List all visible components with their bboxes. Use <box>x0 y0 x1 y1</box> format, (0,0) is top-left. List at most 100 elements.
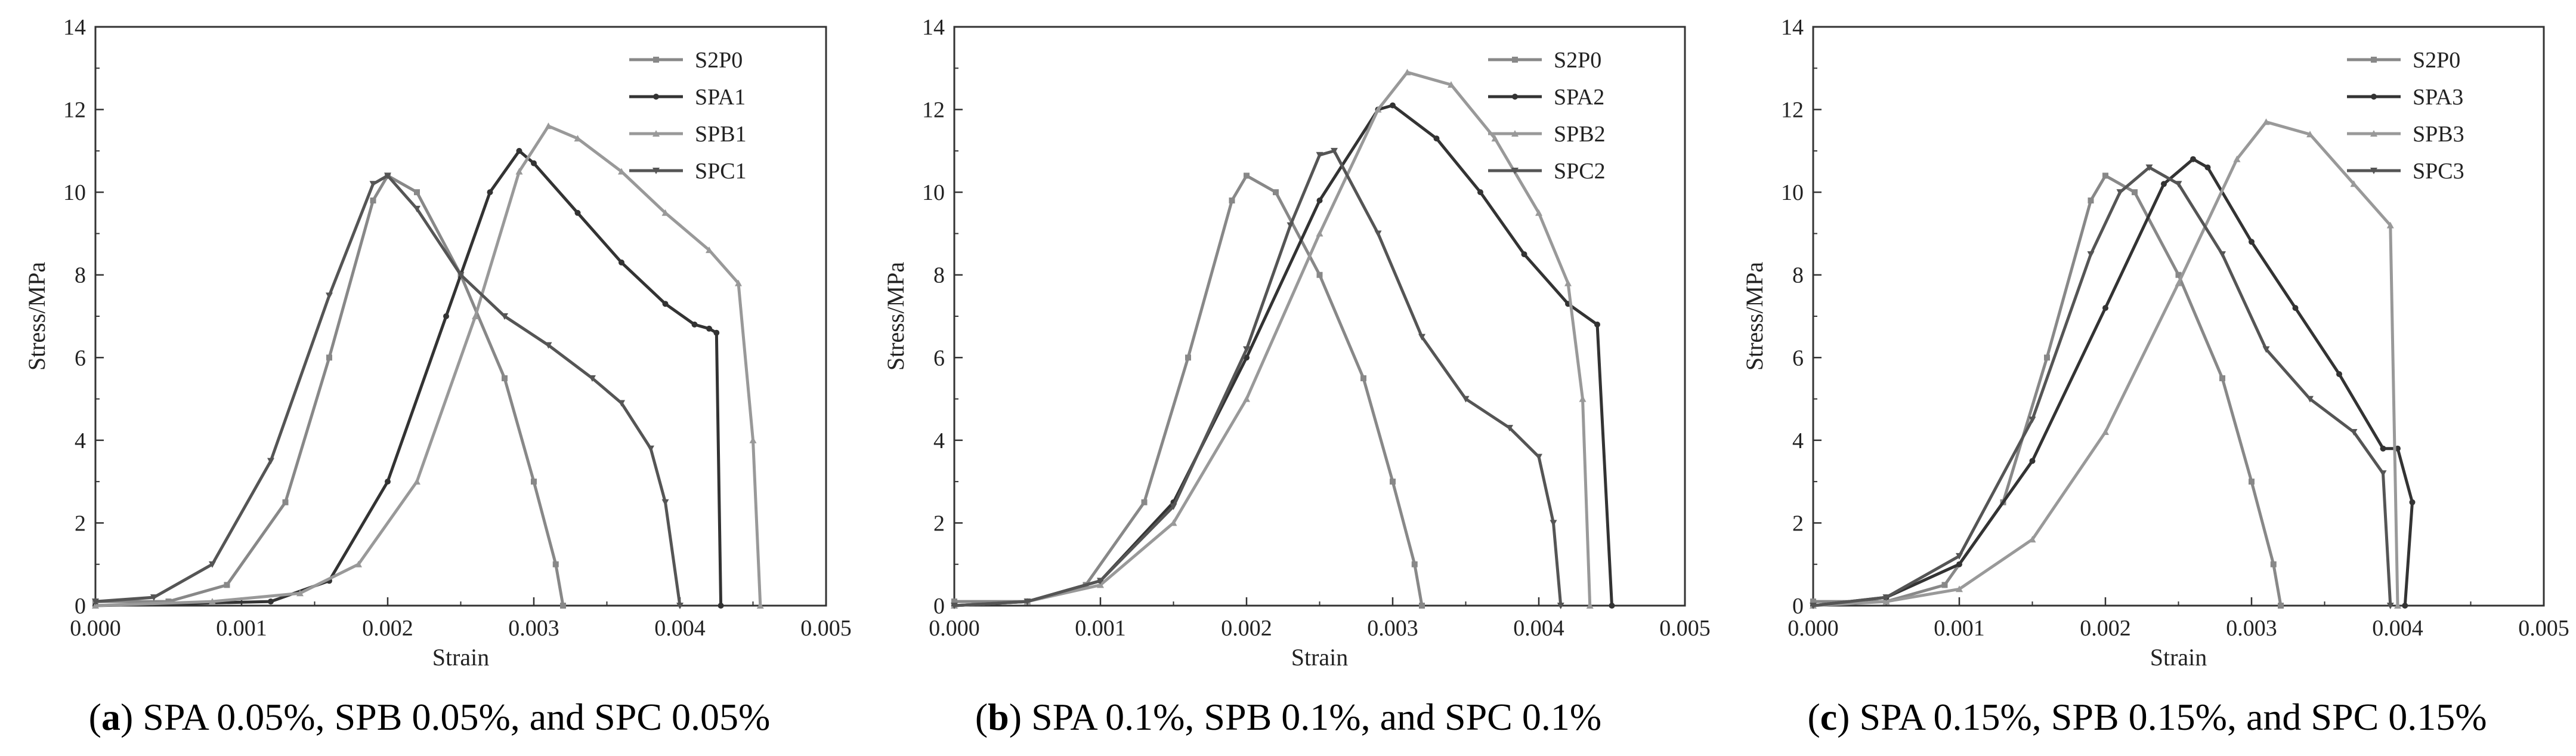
data-point-b-spb2-11 <box>1564 279 1572 286</box>
data-point-a-s2p0-4 <box>326 354 332 361</box>
x-tick-label-a-0: 0.000 <box>70 616 121 641</box>
legend-marker-a-1 <box>653 94 659 100</box>
series-line-c-spa3 <box>1813 158 2414 607</box>
data-point-a-spb1-12 <box>735 279 742 286</box>
data-point-b-spb2-7 <box>1403 69 1411 76</box>
x-axis-label-a: Strain <box>432 644 490 671</box>
x-tick-label-c-0: 0.000 <box>1788 616 1839 641</box>
legend-marker-b-0 <box>1512 57 1518 63</box>
data-point-a-spc1-3 <box>267 458 274 465</box>
data-point-b-spc2-5 <box>1287 222 1294 229</box>
data-point-c-s2p0-6 <box>2102 172 2108 179</box>
data-point-c-spa3-11 <box>2380 445 2386 452</box>
data-point-c-s2p0-9 <box>2219 375 2225 381</box>
y-tick-label-a-2: 4 <box>75 428 86 453</box>
legend-label-c-1: SPA3 <box>2413 85 2463 110</box>
data-point-c-spc3-12 <box>2379 470 2387 477</box>
data-point-b-spa2-13 <box>1609 603 1615 609</box>
data-point-c-spa3-4 <box>2102 305 2108 311</box>
data-point-c-spc3-2 <box>1956 553 1963 560</box>
data-point-c-spc3-11 <box>2350 429 2358 436</box>
data-point-a-spc1-6 <box>384 172 391 180</box>
data-point-c-spc3-5 <box>2116 189 2124 196</box>
data-point-a-spa1-3 <box>385 479 391 485</box>
x-tick-label-b-2: 0.002 <box>1221 616 1272 641</box>
data-point-c-spc3-1 <box>1882 594 1890 601</box>
data-point-b-s2p0-0 <box>951 598 957 605</box>
data-point-a-spa1-1 <box>268 598 274 605</box>
x-tick-label-a-2: 0.002 <box>362 616 413 641</box>
legend-label-b-1: SPA2 <box>1554 85 1604 110</box>
legend-label-c-0: S2P0 <box>2413 48 2460 73</box>
y-axis-label-c: Stress/MPa <box>1741 262 1768 371</box>
data-point-a-spc1-11 <box>589 375 596 382</box>
x-tick-label-c-5: 0.005 <box>2518 616 2569 641</box>
legend-marker-b-1 <box>1512 94 1518 100</box>
series-line-c-spb3 <box>1813 120 2399 607</box>
data-point-b-spc2-6 <box>1316 152 1323 159</box>
legend-marker-c-1 <box>2371 94 2377 100</box>
data-point-b-s2p0-3 <box>1141 499 1148 505</box>
data-point-c-spc3-6 <box>2145 164 2153 171</box>
data-point-a-s2p0-2 <box>224 582 230 588</box>
data-point-a-s2p0-7 <box>414 189 420 196</box>
data-point-a-spa1-14 <box>718 603 724 609</box>
data-point-c-spa3-3 <box>2029 458 2036 464</box>
x-tick-label-a-1: 0.001 <box>216 616 267 641</box>
series-line-c-spc3 <box>1813 166 2392 607</box>
data-point-a-spb1-5 <box>472 313 479 319</box>
data-point-a-spc1-12 <box>618 400 625 407</box>
y-axis-label-a: Stress/MPa <box>23 262 50 371</box>
series-line-a-s2p0 <box>95 174 565 606</box>
data-point-c-spc3-4 <box>2087 251 2095 258</box>
caption-label-a: a <box>101 696 120 738</box>
data-point-a-s2p0-1 <box>165 598 172 605</box>
x-tick-label-a-3: 0.003 <box>508 616 559 641</box>
caption-text-c: SPA 0.15%, SPB 0.15%, and SPC 0.15% <box>1859 696 2487 738</box>
data-point-a-spb1-1 <box>209 598 216 605</box>
data-point-c-spc3-3 <box>2028 416 2036 424</box>
data-point-b-spc2-11 <box>1506 425 1513 432</box>
data-point-a-spc1-14 <box>661 499 669 506</box>
data-point-a-spb1-6 <box>515 168 523 175</box>
data-point-c-spc3-8 <box>2219 251 2226 258</box>
legend-label-a-3: SPC1 <box>695 159 747 184</box>
data-point-b-spb2-6 <box>1374 106 1382 113</box>
data-point-b-spa2-5 <box>1316 198 1323 203</box>
data-point-b-spa2-10 <box>1521 251 1527 258</box>
chart-svg-c: 0 2 4 6 8 10 12 14 0.000 0.001 0.002 0.003 0.004 0.00… <box>1741 15 2569 671</box>
data-point-c-spb3-9 <box>2350 180 2358 187</box>
series-c-spa3 <box>1810 156 2416 609</box>
data-point-b-spa2-12 <box>1594 321 1600 328</box>
data-point-b-spb2-9 <box>1491 135 1499 142</box>
y-tick-label-a-1: 2 <box>75 511 86 536</box>
data-point-c-s2p0-0 <box>1810 598 1816 605</box>
series-line-b-spc2 <box>954 149 1563 607</box>
chart-panel-a: 0 2 4 6 8 10 12 14 0.000 0.001 0.002 0.003 0.004 0.00… <box>0 0 859 756</box>
x-tick-label-b-1: 0.001 <box>1075 616 1126 641</box>
y-tick-label-c-0: 0 <box>1792 594 1804 619</box>
data-point-b-spc2-2 <box>1097 578 1104 585</box>
series-line-b-spb2 <box>954 70 1592 607</box>
y-tick-label-b-5: 10 <box>922 180 945 205</box>
data-point-a-spb1-7 <box>545 122 552 129</box>
data-point-c-spb3-4 <box>2102 428 2109 435</box>
data-point-a-spc1-1 <box>150 594 157 601</box>
data-point-c-s2p0-12 <box>2278 603 2284 609</box>
x-tick-label-b-4: 0.004 <box>1513 616 1564 641</box>
data-point-b-s2p0-11 <box>1411 561 1418 567</box>
data-point-c-s2p0-7 <box>2132 189 2138 196</box>
data-point-a-spb1-10 <box>661 209 669 216</box>
legend-label-b-0: S2P0 <box>1554 48 1601 73</box>
x-tick-label-b-0: 0.000 <box>929 616 980 641</box>
data-point-c-spb3-7 <box>2262 118 2270 125</box>
series-b-s2p0 <box>951 172 1425 609</box>
data-point-a-spa1-12 <box>706 325 712 332</box>
y-tick-label-c-4: 8 <box>1792 263 1804 288</box>
x-tick-label-c-2: 0.002 <box>2080 616 2131 641</box>
caption-b: (b) SPA 0.1%, SPB 0.1%, and SPC 0.1% <box>975 696 1602 738</box>
data-point-a-spa1-7 <box>531 160 537 166</box>
data-point-a-spc1-5 <box>369 181 377 188</box>
y-tick-label-c-7: 14 <box>1781 15 1804 40</box>
chart-svg-b: 0 2 4 6 8 10 12 14 0.000 0.001 0.002 0.003 0.004 0.00… <box>882 15 1711 671</box>
